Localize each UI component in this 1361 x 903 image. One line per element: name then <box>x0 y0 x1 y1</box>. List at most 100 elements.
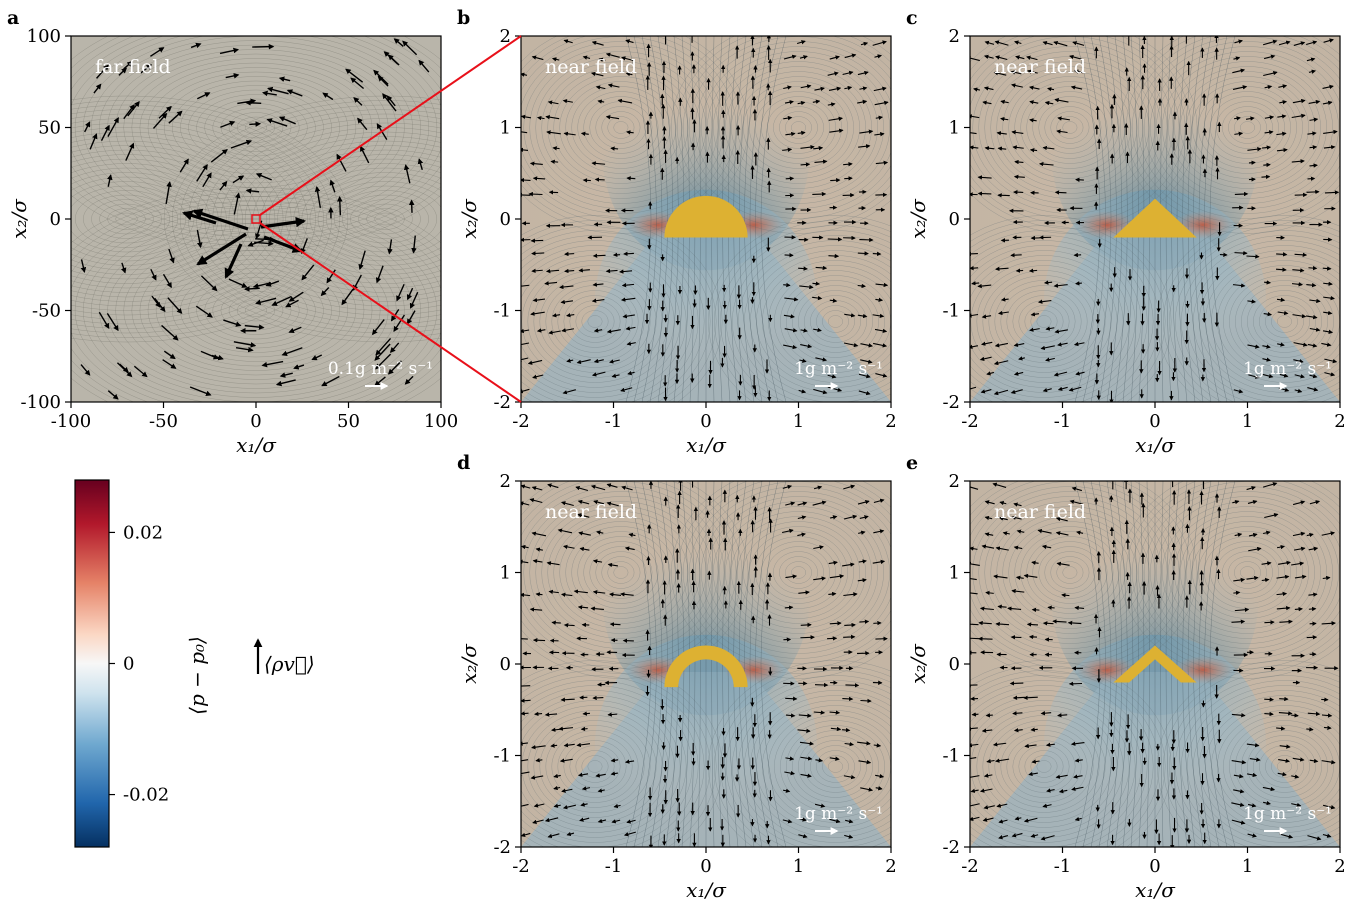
flux-arrow <box>281 347 303 357</box>
streamline <box>649 36 668 402</box>
flux-arrow <box>1246 254 1260 259</box>
flux-arrow <box>610 771 618 776</box>
streamline <box>625 481 652 847</box>
flux-arrow <box>521 342 530 346</box>
streamline <box>749 86 848 169</box>
streamline <box>71 118 308 320</box>
flux-arrow <box>842 727 851 733</box>
flux-arrow <box>580 726 588 732</box>
streamline <box>107 208 146 230</box>
streamline <box>71 136 276 302</box>
flux-arrow <box>1293 41 1306 46</box>
flux-arrow <box>875 297 884 303</box>
flux-arrow <box>1277 114 1287 119</box>
y-tick-label: -2 <box>942 392 960 413</box>
flux-arrow <box>1294 252 1308 258</box>
flux-arrow <box>1309 117 1319 122</box>
streamline <box>1199 250 1340 393</box>
streamline <box>671 481 891 679</box>
flux-arrow <box>225 73 240 79</box>
streamline <box>1271 310 1298 333</box>
streamline <box>583 541 659 604</box>
flux-arrow <box>532 374 544 379</box>
streamline <box>521 700 675 833</box>
flux-arrow <box>528 191 543 197</box>
streamline <box>1265 305 1304 338</box>
flux-arrow <box>1047 605 1055 610</box>
y-tick-label: 100 <box>27 26 61 47</box>
streamline <box>1006 290 1082 353</box>
streamline <box>91 36 421 220</box>
panel-c: near field 1g m⁻² s⁻¹ c -2 -1 0 1 2 2 1 0 -1 -2 x₁/σ x… <box>906 7 1346 457</box>
y-tick-label: 0 <box>949 209 960 230</box>
streamline <box>1144 41 1340 214</box>
flux-arrow <box>375 265 384 284</box>
flux-arrow <box>232 175 245 184</box>
streamline <box>720 225 891 402</box>
streamline <box>633 36 657 402</box>
flux-arrow <box>521 711 529 716</box>
y-tick-label: -1 <box>493 301 511 322</box>
flux-arrow <box>1045 326 1055 331</box>
flux-arrow <box>624 759 635 764</box>
streamline <box>521 36 743 229</box>
flux-arrow <box>610 146 619 151</box>
streamline <box>785 561 812 584</box>
flux-arrow <box>1324 190 1340 195</box>
flux-arrow <box>321 375 340 387</box>
flux-arrow <box>829 515 838 520</box>
flux-arrow <box>798 590 810 595</box>
y-tick-label: -1 <box>942 746 960 767</box>
streamline <box>970 230 1154 402</box>
flux-arrow <box>1308 69 1317 74</box>
flux-arrow <box>345 68 364 83</box>
flux-arrow <box>244 324 265 330</box>
flux-arrow <box>521 284 530 287</box>
x-tick-label: 100 <box>424 411 458 432</box>
flux-arrow <box>552 313 561 318</box>
flux-arrow <box>383 51 399 65</box>
panel-c-field <box>970 36 1340 402</box>
streamline <box>786 280 885 363</box>
flux-arrow <box>245 100 262 106</box>
flux-arrow <box>255 173 272 181</box>
flux-arrow <box>377 75 389 87</box>
flux-arrow <box>189 386 212 396</box>
flux-arrow <box>829 710 841 715</box>
panel-d: near field 1g m⁻² s⁻¹ d -2 -1 0 1 2 2 1 0 -1 -2 x₁/σ x… <box>457 452 897 902</box>
flux-arrow <box>1015 55 1025 60</box>
flux-arrow <box>1234 191 1249 197</box>
flux-arrow <box>1323 725 1332 730</box>
flux-arrow <box>1233 389 1244 394</box>
flux-arrow <box>326 269 336 284</box>
flux-arrow <box>561 328 575 333</box>
flux-arrow <box>521 357 529 362</box>
flux-arrow <box>606 329 621 334</box>
flux-arrow <box>970 251 978 257</box>
streamline <box>521 675 705 847</box>
flux-arrow <box>827 374 837 379</box>
flux-arrow <box>1028 268 1038 273</box>
flux-arrow <box>995 55 1008 61</box>
flux-arrow <box>800 144 815 150</box>
streamline <box>521 220 717 402</box>
flux-arrow <box>1292 268 1305 273</box>
flux-arrow <box>107 174 113 187</box>
flux-arrow <box>1029 148 1038 153</box>
panel-b: near field 1g m⁻² s⁻¹ b -2 -1 0 1 2 2 1 0 -1 -2 x₁/σ x… <box>457 7 897 457</box>
flux-arrow <box>1278 84 1288 89</box>
flux-arrow <box>286 89 303 97</box>
streamline <box>71 149 251 289</box>
flux-arrow <box>1264 711 1274 717</box>
streamline <box>571 531 671 614</box>
streamline <box>521 235 699 402</box>
flux-arrow <box>566 358 574 363</box>
flux-arrow <box>561 788 573 793</box>
flux-arrow <box>140 64 152 74</box>
flux-arrow <box>1042 621 1054 626</box>
x-tick-label: -100 <box>51 411 91 432</box>
flux-arrow <box>529 161 543 166</box>
flux-arrow <box>230 139 253 149</box>
flux-arrow <box>123 104 135 120</box>
x-tick-label: -2 <box>512 856 530 877</box>
